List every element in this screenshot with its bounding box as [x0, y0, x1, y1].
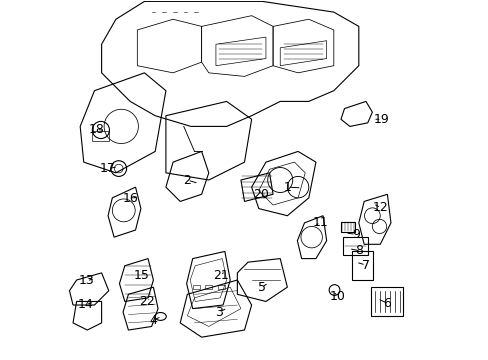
Text: 8: 8 [355, 244, 363, 257]
Bar [192, 285, 200, 289]
Text: 7: 7 [361, 258, 369, 271]
Text: 20: 20 [252, 188, 268, 201]
Text: 15: 15 [133, 269, 149, 282]
Text: 4: 4 [149, 314, 157, 327]
Bar [351, 251, 372, 280]
Text: 12: 12 [372, 201, 388, 214]
Text: 11: 11 [312, 216, 327, 229]
Text: 6: 6 [383, 297, 390, 310]
Text: 9: 9 [351, 228, 359, 241]
Text: 18: 18 [88, 123, 104, 136]
Bar [217, 285, 224, 289]
Text: 3: 3 [215, 306, 223, 319]
Text: 2: 2 [183, 174, 191, 186]
Text: 1: 1 [283, 181, 291, 194]
Bar [205, 285, 212, 289]
Bar [340, 222, 354, 232]
Text: 5: 5 [257, 281, 265, 294]
Text: 19: 19 [373, 113, 389, 126]
Bar [342, 237, 367, 255]
Text: 21: 21 [212, 269, 228, 282]
Text: 14: 14 [78, 298, 94, 311]
Text: 13: 13 [79, 274, 94, 287]
Text: 16: 16 [123, 192, 139, 205]
Text: 10: 10 [329, 289, 346, 303]
Text: 22: 22 [139, 295, 154, 308]
Text: 17: 17 [100, 162, 116, 175]
